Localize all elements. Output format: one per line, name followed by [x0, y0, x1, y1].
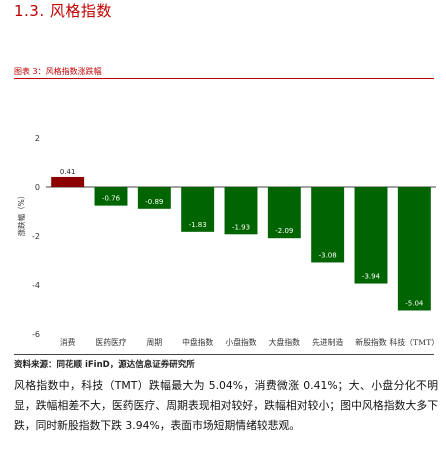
- bars: [51, 176, 431, 311]
- data-label: -5.04: [405, 299, 424, 307]
- data-label: -0.76: [102, 195, 121, 203]
- x-tick-label: 小盘指数: [225, 337, 256, 347]
- x-tick-label: 新股指数: [355, 337, 386, 347]
- x-tick-label: 医药医疗: [95, 337, 126, 347]
- bar: [224, 187, 258, 235]
- bar: [354, 187, 388, 284]
- value-labels: 0.41 -0.76 -0.89 -1.83 -1.93 -2.09 -3.08 -3.94 -…: [60, 168, 424, 308]
- bar: [311, 187, 345, 263]
- data-label: -3.08: [319, 251, 337, 259]
- y-tick-label: -6: [32, 330, 40, 339]
- x-axis-categories: 消费 医药医疗 周期 中盘指数 小盘指数 大盘指数 先进制造 新股指数 科技（TMT）: [60, 337, 439, 347]
- bar: [181, 187, 215, 232]
- x-tick-label: 消费: [60, 337, 76, 347]
- figure-caption: 图表 3：风格指数涨跌幅: [14, 67, 102, 76]
- y-tick-label: 2: [35, 134, 40, 143]
- bar-chart: 2 0 -2 -4 -6 涨跌幅（%） 0.41 -0.76 -0.89 -1.83 -1.93 -…: [16, 134, 439, 347]
- source-rule: [14, 354, 434, 355]
- source-note: 资料来源：同花顺 iFinD，源达信息证券研究所: [14, 360, 195, 370]
- y-axis-label: 涨跌幅（%）: [16, 192, 26, 237]
- bar: [267, 187, 301, 239]
- x-tick-label: 周期: [147, 338, 163, 347]
- bar: [51, 176, 85, 187]
- data-label: -1.83: [189, 221, 207, 229]
- x-tick-label: 先进制造: [312, 337, 343, 347]
- data-label: 0.41: [60, 168, 76, 176]
- y-tick-label: -4: [32, 281, 40, 290]
- y-tick-label: 0: [35, 183, 40, 192]
- x-tick-label: 大盘指数: [269, 337, 300, 347]
- x-tick-label: 科技（TMT）: [390, 337, 440, 347]
- data-label: -1.93: [232, 223, 250, 231]
- data-label: -3.94: [362, 273, 381, 281]
- section-title: 1.3. 风格指数: [14, 2, 112, 20]
- bar: [137, 187, 171, 209]
- bar: [94, 187, 128, 206]
- data-label: -2.09: [275, 227, 293, 235]
- x-tick-label: 中盘指数: [182, 337, 213, 347]
- commentary-paragraph: 风格指数中，科技（TMT）跌幅最大为 5.04%，消费微涨 0.41%；大、小盘…: [14, 379, 438, 432]
- caption-rule: [14, 78, 434, 79]
- y-tick-label: -2: [32, 232, 40, 241]
- data-label: -0.89: [145, 198, 163, 206]
- bar: [397, 187, 431, 311]
